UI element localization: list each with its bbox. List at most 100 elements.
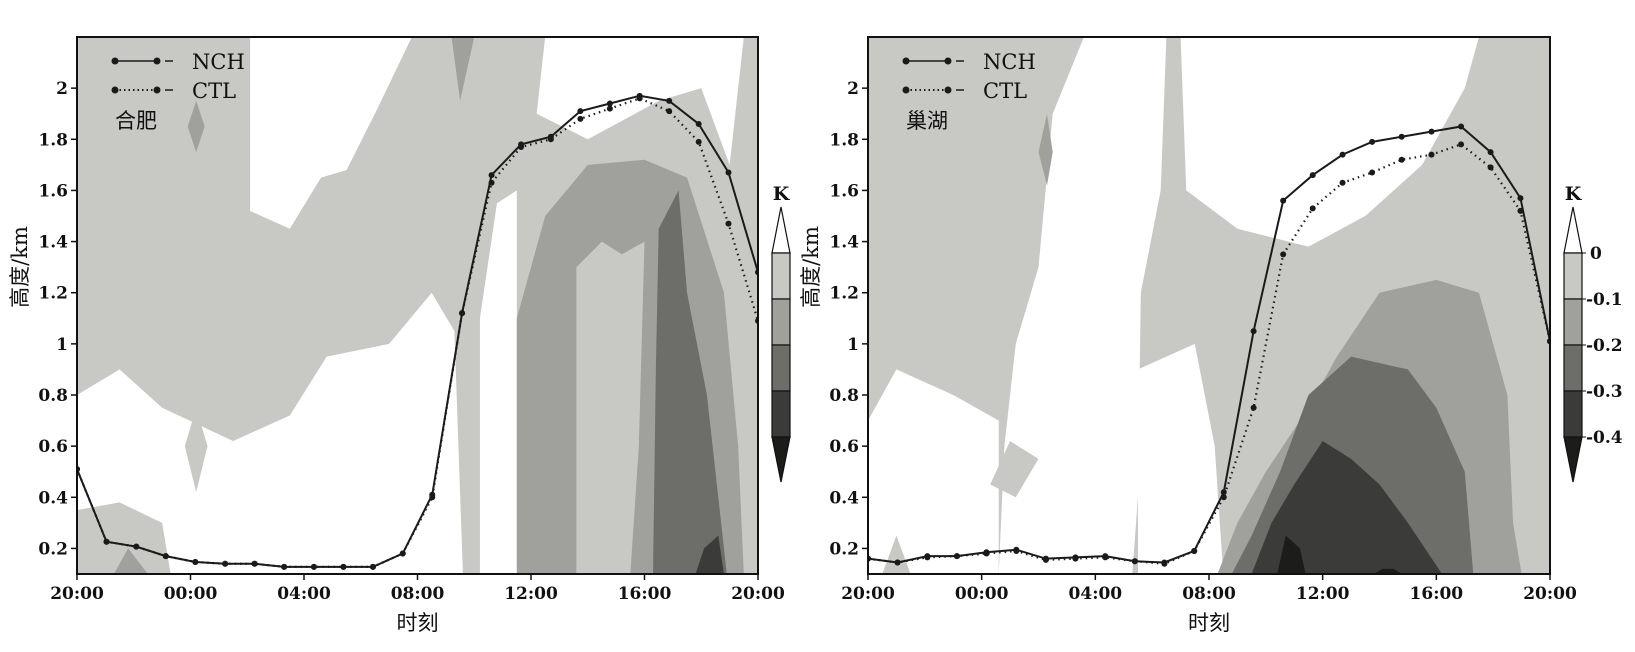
point-ctl <box>488 179 495 186</box>
contour-region <box>1180 37 1479 247</box>
point-ctl <box>1398 156 1405 163</box>
y-tick-label: 0.8 <box>38 386 68 406</box>
point-nch <box>1517 195 1524 202</box>
point-nch <box>1339 151 1346 158</box>
y-tick-label: 0.8 <box>829 386 859 406</box>
point-ctl <box>1161 560 1168 567</box>
legend-marker <box>153 86 161 94</box>
contour-region <box>1277 535 1306 574</box>
x-tick-label: 12:00 <box>504 584 558 604</box>
colorbar-box <box>771 390 791 438</box>
y-tick-label: 1.4 <box>38 233 68 253</box>
point-ctl <box>1072 555 1079 562</box>
point-ctl <box>1220 494 1227 501</box>
colorbar-label: -0.3 <box>1586 382 1623 402</box>
point-ctl <box>1428 151 1435 158</box>
point-ctl <box>369 563 376 570</box>
point-ctl <box>1369 169 1376 176</box>
point-ctl <box>1102 554 1109 561</box>
colorbar-box <box>1563 344 1583 392</box>
x-tick-label: 16:00 <box>618 584 672 604</box>
x-axis-label: 时刻 <box>1188 611 1230 635</box>
colorbar-label: -0.4 <box>1586 428 1623 448</box>
y-tick-label: 1.6 <box>38 181 68 201</box>
legend-label: NCH <box>983 50 1036 74</box>
contour-region <box>868 369 999 574</box>
panel-chaohu: 0.2 0.4 0.6 0.8 1 1.2 1.4 1.6 1.8 2 20:00 00:00 04:0… <box>799 36 1623 635</box>
y-tick-label: 1 <box>847 335 859 355</box>
y-tick-label: 0.2 <box>38 539 68 559</box>
y-tick-label: 1 <box>56 335 68 355</box>
legend-label: CTL <box>192 79 236 103</box>
y-axis-label: 高度/km <box>8 226 32 308</box>
legend-label: CTL <box>983 79 1027 103</box>
point-ctl <box>666 108 673 115</box>
point-ctl <box>281 563 288 570</box>
point-ctl <box>340 563 347 570</box>
point-ctl <box>133 543 140 550</box>
legend-label: NCH <box>192 50 245 74</box>
x-tick-label: 20:00 <box>1523 584 1577 604</box>
legend-marker <box>153 57 161 65</box>
colorbar-box <box>1563 252 1583 300</box>
point-ctl <box>577 115 584 122</box>
point-ctl <box>192 558 199 565</box>
y-tick-label: 1.6 <box>829 181 859 201</box>
point-ctl <box>1309 205 1316 212</box>
contour-region <box>882 535 911 574</box>
x-tick-label: 08:00 <box>391 584 445 604</box>
point-nch <box>606 100 613 107</box>
point-ctl <box>1250 404 1257 411</box>
x-tick-label: 08:00 <box>1182 584 1236 604</box>
point-ctl <box>953 553 960 560</box>
contour-region <box>695 535 724 574</box>
y-tick-label: 2 <box>56 79 68 99</box>
contour-region <box>77 292 463 574</box>
y-tick-label: 2 <box>847 79 859 99</box>
panel-hefei: 0.2 0.4 0.6 0.8 1 1.2 1.4 1.6 1.8 2 20:00 00:00 04:0… <box>8 36 791 635</box>
point-nch <box>1369 138 1376 145</box>
point-ctl <box>518 143 525 150</box>
y-tick-label: 1.8 <box>829 130 859 150</box>
colorbar-bottom-triangle <box>771 436 791 483</box>
y-tick-label: 0.2 <box>829 539 859 559</box>
legend-marker <box>902 57 910 65</box>
y-tick-label: 1.2 <box>829 284 859 304</box>
contour-region <box>1373 568 1403 574</box>
point-ctl <box>924 554 931 561</box>
point-nch <box>1398 133 1405 140</box>
colorbar-bottom-triangle <box>1563 436 1583 483</box>
point-nch <box>695 120 702 127</box>
x-tick-label: 20:00 <box>50 584 104 604</box>
colorbar-label: -0.2 <box>1586 336 1623 356</box>
legend-marker <box>902 86 910 94</box>
point-ctl <box>1339 179 1346 186</box>
point-ctl <box>1191 547 1198 554</box>
x-tick-label: 20:00 <box>731 584 785 604</box>
point-ctl <box>894 559 901 566</box>
contour-region <box>576 241 645 574</box>
colorbar-top-triangle <box>1563 206 1583 254</box>
colorbar-box <box>1563 390 1583 438</box>
y-tick-label: 1.2 <box>38 284 68 304</box>
contour-region <box>998 37 1167 574</box>
point-ctl <box>1131 558 1138 565</box>
point-nch <box>1280 197 1287 204</box>
point-ctl <box>399 550 406 557</box>
contour-region <box>1251 441 1443 574</box>
colorbar-box <box>1563 298 1583 346</box>
point-nch <box>1428 128 1435 135</box>
point-ctl <box>1517 207 1524 214</box>
station-label: 巢湖 <box>906 109 948 133</box>
point-ctl <box>695 138 702 145</box>
colorbar-label: -0.1 <box>1586 290 1623 310</box>
point-ctl <box>725 220 732 227</box>
point-ctl <box>103 538 110 545</box>
contour-region <box>451 37 475 101</box>
contour-region <box>990 441 1039 498</box>
x-tick-label: 20:00 <box>841 584 895 604</box>
point-nch <box>1309 172 1316 179</box>
colorbar-box <box>771 344 791 392</box>
point-ctl <box>429 494 436 501</box>
